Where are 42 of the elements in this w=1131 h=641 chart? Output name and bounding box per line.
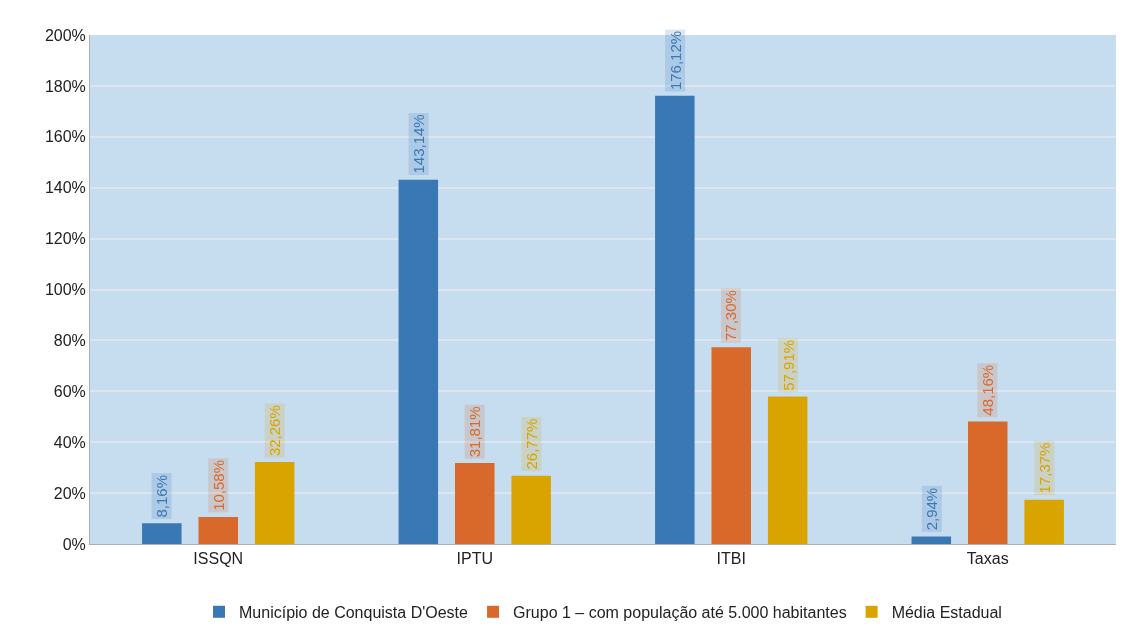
bar — [142, 523, 182, 544]
x-tick-label: IPTU — [456, 550, 493, 568]
data-label: 77,30% — [722, 290, 740, 342]
data-label: 143,14% — [410, 114, 428, 174]
data-label: 31,81% — [466, 406, 484, 458]
x-tick-label: Taxas — [966, 550, 1009, 568]
bar — [767, 396, 808, 544]
bar — [1024, 499, 1064, 544]
x-tick-label: ISSQN — [193, 550, 244, 568]
data-label: 17,37% — [1035, 442, 1053, 494]
bar — [455, 463, 495, 544]
data-label: 8,16% — [153, 475, 171, 518]
bar — [511, 475, 551, 544]
bar — [198, 517, 238, 544]
y-tick-label: 0% — [62, 535, 86, 553]
y-tick-label: 200% — [44, 26, 86, 44]
y-tick-label: 140% — [44, 179, 86, 197]
y-tick-label: 20% — [53, 484, 86, 502]
data-label: 2,94% — [923, 487, 941, 531]
x-tick-label: ITBI — [716, 550, 746, 568]
legend-label: Média Estadual — [891, 604, 1002, 622]
y-tick-label: 100% — [44, 281, 86, 299]
y-tick-label: 60% — [53, 382, 86, 400]
legend-label: Grupo 1 – com população até 5.000 habitantes — [513, 604, 847, 622]
y-tick-label: 40% — [53, 433, 86, 451]
bar — [711, 347, 751, 544]
bar — [398, 179, 439, 544]
bar — [655, 95, 695, 544]
data-label: 176,12% — [666, 30, 684, 91]
data-label: 26,77% — [522, 418, 540, 470]
bar — [254, 461, 295, 544]
data-label: 32,26% — [266, 405, 284, 457]
bar — [911, 536, 952, 544]
bar — [968, 421, 1008, 544]
y-tick-label: 80% — [53, 332, 86, 349]
y-tick-label: 180% — [44, 77, 86, 95]
y-tick-label: 120% — [44, 230, 86, 248]
data-label: 57,91% — [779, 339, 797, 391]
data-label: 10,58% — [209, 459, 227, 511]
legend-label: Município de Conquista D'Oeste — [239, 604, 469, 622]
data-label: 48,16% — [978, 364, 996, 416]
y-tick-label: 160% — [44, 128, 86, 146]
